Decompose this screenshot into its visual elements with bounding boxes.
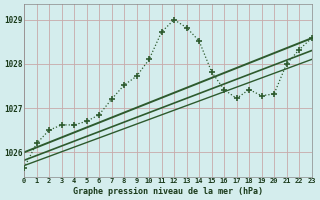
X-axis label: Graphe pression niveau de la mer (hPa): Graphe pression niveau de la mer (hPa) (73, 187, 263, 196)
